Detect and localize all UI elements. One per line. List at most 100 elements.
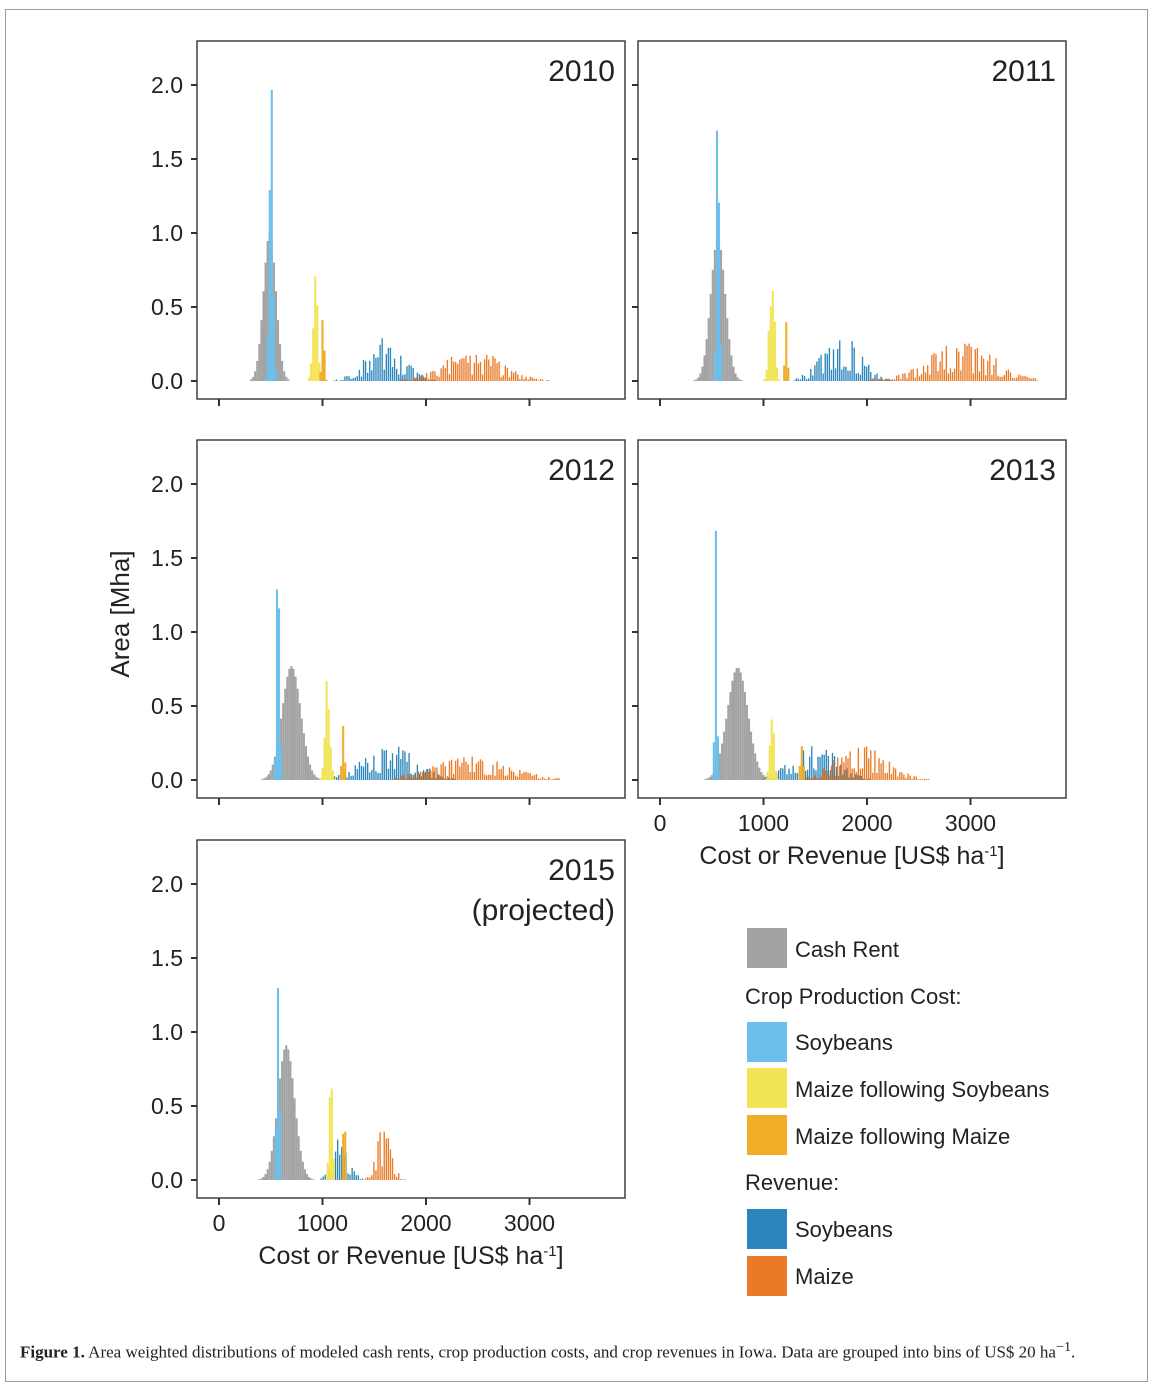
bar-cost_maize_soy xyxy=(308,376,311,381)
bar-cost_soybeans xyxy=(278,608,281,780)
bar-revenue_soybeans xyxy=(349,1174,351,1180)
bar-revenue_soybeans xyxy=(356,376,358,381)
bar-revenue_maize xyxy=(845,755,847,780)
bar-cost_soybeans xyxy=(279,1109,282,1180)
bar-revenue_maize xyxy=(415,777,417,780)
bar-revenue_soybeans xyxy=(823,754,825,780)
x-tick-label: 0 xyxy=(654,810,667,836)
bar-cost_soybeans xyxy=(715,130,718,381)
bar-revenue_soybeans xyxy=(878,378,880,381)
bar-cost_maize_soy xyxy=(312,328,315,381)
bar-revenue_maize xyxy=(1032,378,1034,381)
bar-cash_rent xyxy=(283,371,286,381)
bar-revenue_soybeans xyxy=(824,353,826,381)
bar-revenue_maize xyxy=(452,773,455,780)
bar-revenue_maize xyxy=(401,379,403,381)
bar-revenue_maize xyxy=(915,776,917,780)
bar-revenue_maize xyxy=(490,366,492,381)
bar-revenue_maize xyxy=(399,778,401,780)
bar-revenue_maize xyxy=(958,351,960,381)
bar-revenue_maize xyxy=(442,762,444,780)
bar-cash_rent xyxy=(752,743,755,780)
y-tick-label: 0.5 xyxy=(151,294,183,320)
bar-cost_maize_maize xyxy=(344,1131,347,1180)
y-tick-label: 1.0 xyxy=(151,619,183,645)
bar-revenue_soybeans xyxy=(804,770,807,780)
bar-revenue_maize xyxy=(943,369,945,381)
bar-revenue_soybeans xyxy=(808,378,810,381)
bar-revenue_maize xyxy=(461,762,463,780)
bar-revenue_maize xyxy=(448,374,451,381)
bar-revenue_soybeans xyxy=(848,777,850,780)
bar-revenue_soybeans xyxy=(389,347,392,381)
bar-revenue_soybeans xyxy=(843,366,845,381)
bar-revenue_maize xyxy=(906,378,908,381)
legend-label-maize-maize: Maize following Maize xyxy=(795,1124,1010,1149)
bar-revenue_maize xyxy=(929,374,931,381)
bar-revenue_maize xyxy=(974,349,976,381)
bar-revenue_maize xyxy=(430,371,432,381)
bar-revenue_maize xyxy=(430,770,432,780)
bar-revenue_maize xyxy=(895,375,898,381)
bar-cost_maize_soy xyxy=(773,321,776,381)
bar-revenue_soybeans xyxy=(333,776,336,780)
bar-revenue_maize xyxy=(1009,372,1012,381)
bar-revenue_soybeans xyxy=(812,375,814,381)
bar-revenue_soybeans xyxy=(342,379,344,381)
bar-revenue_maize xyxy=(826,770,828,780)
bar-revenue_soybeans xyxy=(840,764,842,780)
panel-2011: 2011 xyxy=(632,40,1067,406)
bar-revenue_soybeans xyxy=(361,1178,364,1180)
bar-revenue_soybeans xyxy=(344,376,346,381)
bar-revenue_maize xyxy=(438,376,440,381)
bar-revenue_maize xyxy=(504,365,507,381)
bar-revenue_soybeans xyxy=(404,751,406,780)
panel-2010: 0.0 0.5 1.0 1.5 2.0 2010 xyxy=(151,40,626,406)
bar-revenue_maize xyxy=(964,343,966,381)
bar-revenue_maize xyxy=(479,361,482,381)
bar-revenue_maize xyxy=(421,374,424,381)
bar-cash_rent xyxy=(313,774,316,780)
bar-revenue_soybeans xyxy=(838,775,840,780)
bar-revenue_maize xyxy=(901,772,903,780)
bar-revenue_maize xyxy=(523,772,525,780)
y-tick-label: 0.5 xyxy=(151,693,183,719)
bar-revenue_maize xyxy=(822,768,824,780)
bar-revenue_soybeans xyxy=(354,377,356,381)
bar-cash_rent xyxy=(317,778,320,780)
bar-revenue_maize xyxy=(473,771,475,780)
bar-revenue_soybeans xyxy=(427,768,429,780)
bar-revenue_maize xyxy=(459,766,461,780)
bar-revenue_soybeans xyxy=(836,348,839,381)
bar-revenue_soybeans xyxy=(336,1139,339,1180)
bar-revenue_soybeans xyxy=(369,772,371,780)
bar-cash_rent xyxy=(733,672,736,780)
bar-revenue_maize xyxy=(537,380,540,381)
bar-revenue_maize xyxy=(904,373,906,381)
bar-cost_soybeans xyxy=(280,746,283,780)
bar-revenue_maize xyxy=(494,775,496,780)
bar-cost_maize_soy xyxy=(775,367,778,381)
bar-revenue_maize xyxy=(450,356,453,381)
bar-revenue_maize xyxy=(488,774,490,780)
bar-cost_maize_maize xyxy=(802,766,805,780)
bar-revenue_maize xyxy=(962,356,964,381)
bar-cash_rent xyxy=(707,318,710,381)
bar-cash_rent xyxy=(701,366,704,381)
bar-cost_maize_maize xyxy=(325,379,328,381)
bar-revenue_maize xyxy=(832,760,835,780)
panel-title: 2010 xyxy=(548,55,615,88)
bar-revenue_maize xyxy=(454,760,457,780)
bar-revenue_maize xyxy=(373,1161,375,1180)
bar-revenue_soybeans xyxy=(416,764,419,780)
panel-frame xyxy=(637,439,1067,799)
bar-revenue_soybeans xyxy=(360,376,363,381)
bar-revenue_soybeans xyxy=(346,376,348,381)
bar-revenue_maize xyxy=(861,768,864,780)
bar-cost_maize_soy xyxy=(763,379,766,381)
bar-revenue_maize xyxy=(383,1131,385,1180)
bar-revenue_soybeans xyxy=(788,768,790,780)
bar-revenue_soybeans xyxy=(832,349,835,381)
bar-revenue_maize xyxy=(881,378,883,381)
bar-revenue_soybeans xyxy=(817,756,819,780)
